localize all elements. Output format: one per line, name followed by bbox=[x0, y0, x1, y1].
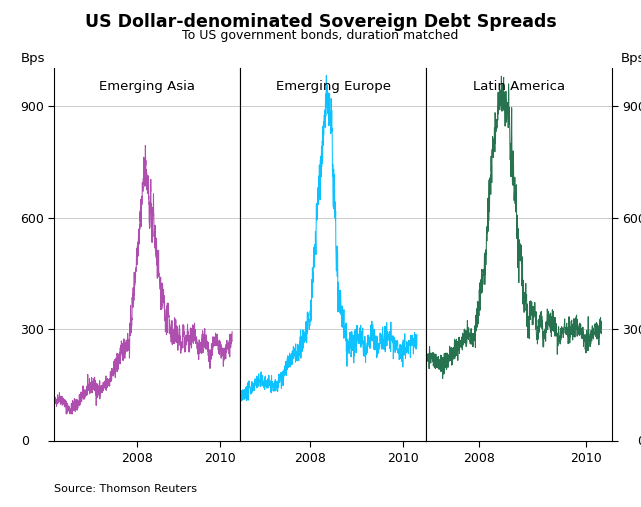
Text: Bps: Bps bbox=[621, 52, 641, 65]
Text: US Dollar-denominated Sovereign Debt Spreads: US Dollar-denominated Sovereign Debt Spr… bbox=[85, 13, 556, 31]
Text: 0: 0 bbox=[638, 434, 641, 448]
Text: Emerging Europe: Emerging Europe bbox=[276, 80, 391, 93]
Text: Latin America: Latin America bbox=[473, 80, 565, 93]
Text: Emerging Asia: Emerging Asia bbox=[99, 80, 196, 93]
Text: 0: 0 bbox=[21, 434, 29, 448]
Text: Source: Thomson Reuters: Source: Thomson Reuters bbox=[54, 484, 197, 494]
Text: To US government bonds, duration matched: To US government bonds, duration matched bbox=[182, 29, 459, 43]
Text: Bps: Bps bbox=[21, 52, 46, 65]
